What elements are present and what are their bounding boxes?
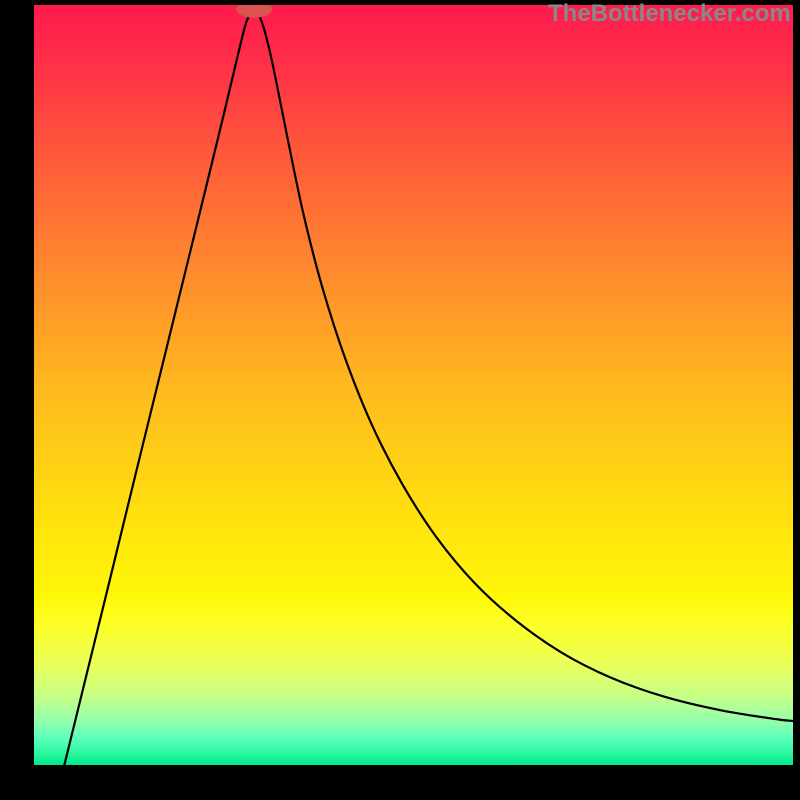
gradient-background <box>34 5 793 765</box>
chart-container: TheBottlenecker.com <box>0 0 800 800</box>
chart-svg <box>34 5 793 765</box>
plot-area <box>34 5 793 765</box>
watermark-text: TheBottlenecker.com <box>548 0 791 28</box>
